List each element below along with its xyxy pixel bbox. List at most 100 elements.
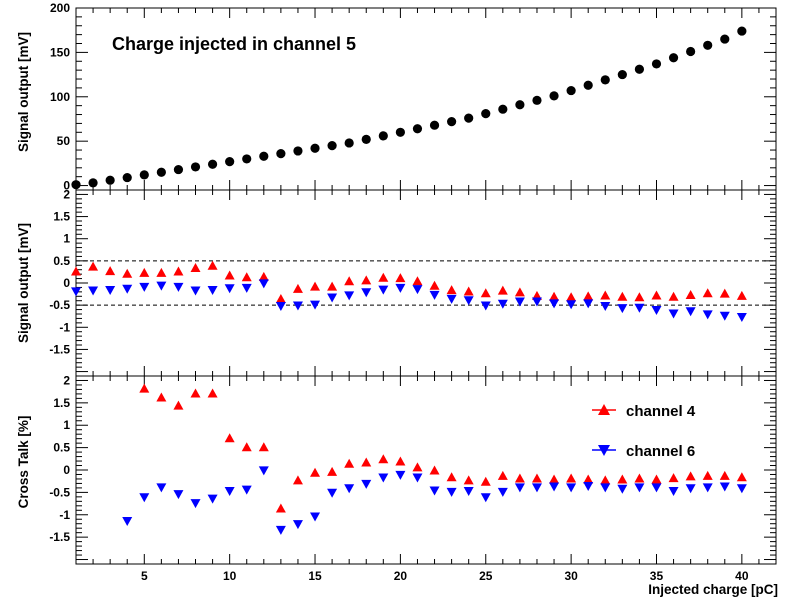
bottom-channel-6-point [702,483,713,493]
middle-channel-6-point [88,286,99,296]
bottom-y-tick-label: 0.5 [53,441,70,455]
top-y-tick-label: 200 [50,1,70,15]
bottom-channel-4-point [241,442,252,452]
top-series-point [242,154,252,164]
bottom-channel-4-point [224,433,235,443]
middle-channel-4-point [634,292,645,302]
bottom-channel-6-point [446,487,457,497]
bottom-channel-4-point [549,474,560,484]
middle-channel-6-point [531,297,542,307]
top-series-point [139,170,149,180]
middle-channel-4-point [497,285,508,295]
middle-channel-6-point [685,307,696,317]
top-series-point [71,180,81,190]
bottom-channel-4-point [634,473,645,483]
bottom-channel-6-point [514,483,525,493]
bottom-channel-6-point [292,520,303,530]
middle-channel-4-point [446,285,457,295]
bottom-channel-6-point [275,525,286,535]
middle-y-tick-label: 1 [63,232,70,246]
bottom-x-tick-label: 30 [564,569,578,583]
middle-channel-4-point [88,261,99,271]
middle-channel-6-point [327,293,338,303]
top-series-point [703,40,713,50]
bottom-channel-4-point [702,470,713,480]
top-series-point [481,109,491,119]
bottom-channel-6-point [224,486,235,496]
legend-label-channel-6: channel 6 [626,443,695,460]
middle-channel-6-point [480,301,491,311]
top-series-point [173,164,184,175]
bottom-channel-6-point [378,473,389,483]
top-series-point [293,146,303,156]
middle-channel-4-point [566,292,577,302]
middle-channel-4-point [617,291,628,301]
top-series-point [156,167,166,177]
bottom-channel-6-point [600,483,611,493]
middle-channel-6-point [719,311,730,321]
bottom-channel-4-point [566,473,577,483]
bottom-x-tick-label: 40 [735,569,749,583]
bottom-x-tick-label: 15 [308,569,322,583]
bottom-channel-4-point [378,454,389,464]
middle-channel-4-point [600,290,611,300]
bottom-channel-4-point [327,466,338,476]
top-series-point [259,151,269,161]
middle-channel-6-point [122,284,133,294]
bottom-channel-4-point [685,471,696,481]
middle-channel-6-point [429,290,440,300]
bottom-x-tick-label: 20 [394,569,408,583]
middle-channel-6-point [156,281,167,291]
bottom-channel-4-point [583,474,594,484]
middle-channel-6-point [224,284,235,294]
middle-channel-4-point [480,288,491,298]
bottom-channel-6-point [634,483,645,493]
top-series-point [720,34,730,44]
bottom-channel-6-point [310,512,321,522]
bottom-x-tick-label: 35 [650,569,664,583]
top-y-tick-label: 150 [50,45,70,59]
bottom-channel-4-point [446,472,457,482]
top-series-point [190,162,201,172]
bottom-channel-6-point [412,473,423,483]
bottom-channel-4-point [463,475,474,485]
middle-y-tick-label: 0 [63,276,70,290]
bottom-channel-6-point [258,466,269,476]
top-series-point [447,117,457,127]
top-y-tick-label: 0 [63,179,70,193]
middle-channel-4-point [702,288,713,298]
top-series-point [532,95,542,105]
top-y-tick-label: 100 [50,90,70,104]
top-ylabel: Signal output [mV] [16,32,31,152]
middle-channel-6-point [173,282,184,292]
bottom-channel-6-point [651,483,662,493]
middle-channel-4-point [105,266,116,276]
top-series-point [395,127,405,137]
marks-layer [71,26,747,535]
bottom-channel-6-point [668,486,679,496]
bottom-channel-6-point [361,479,372,489]
bottom-channel-6-point [241,485,252,495]
middle-channel-4-point [549,291,560,301]
bottom-channel-4-point [275,503,286,513]
bottom-channel-4-point [480,476,491,486]
bottom-channel-6-point [395,470,406,480]
bottom-channel-6-point [566,483,577,493]
bottom-channel-6-point [531,483,542,493]
bottom-channel-4-point [207,388,218,398]
middle-channel-6-point [241,283,252,293]
middle-channel-6-point [139,282,150,292]
middle-channel-6-point [361,288,372,298]
middle-channel-6-point [310,300,321,310]
middle-channel-4-point [207,260,218,270]
middle-channel-6-point [378,285,389,295]
top-annotation: Charge injected in channel 5 [112,34,356,54]
middle-ylabel: Signal output [mV] [16,223,31,343]
middle-channel-6-point [258,279,269,289]
middle-channel-4-point [668,291,679,301]
middle-channel-6-point [549,299,560,309]
bottom-channel-6-point [617,484,628,494]
top-series-point [737,26,747,36]
bottom-channel-6-point [480,493,491,503]
